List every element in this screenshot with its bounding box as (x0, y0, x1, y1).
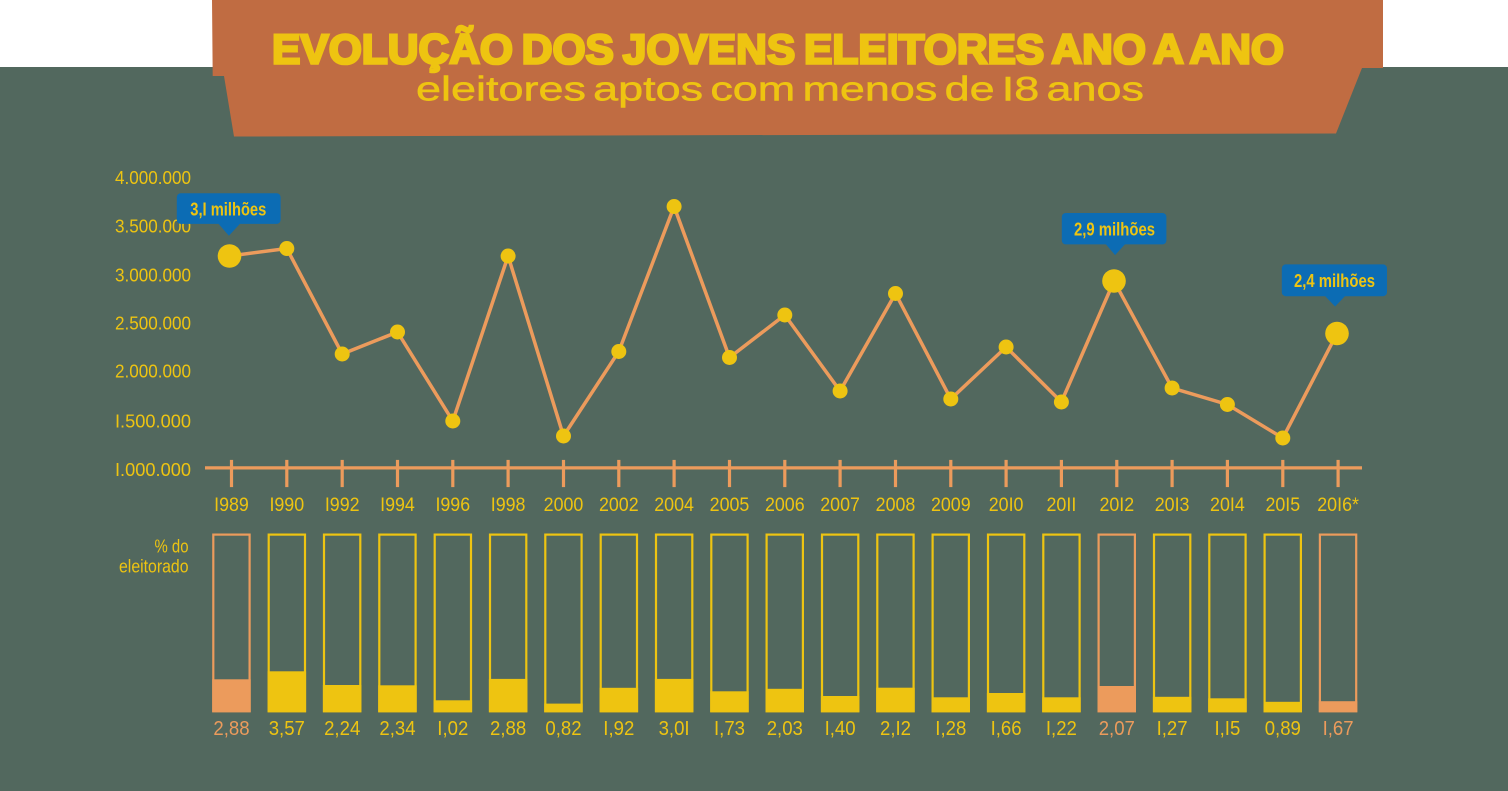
svg-text:I,28: I,28 (935, 718, 966, 740)
svg-text:I992: I992 (325, 495, 360, 516)
svg-text:I.000.000: I.000.000 (115, 460, 191, 480)
svg-text:I,92: I,92 (603, 718, 634, 740)
svg-text:20I4: 20I4 (1210, 495, 1245, 516)
svg-text:I996: I996 (435, 495, 470, 516)
svg-text:I,67: I,67 (1323, 718, 1354, 740)
svg-text:2005: 2005 (710, 495, 750, 516)
svg-text:I989: I989 (214, 495, 249, 516)
svg-text:2,34: 2,34 (379, 718, 415, 740)
svg-text:3,0I: 3,0I (659, 718, 690, 740)
svg-text:0,89: 0,89 (1265, 718, 1301, 740)
svg-text:20I6*: 20I6* (1317, 495, 1359, 516)
svg-text:I,27: I,27 (1157, 718, 1188, 740)
svg-text:2009: 2009 (931, 495, 971, 516)
svg-text:20II: 20II (1047, 495, 1077, 516)
svg-text:2,I2: 2,I2 (880, 718, 911, 740)
svg-text:2,4 milhões: 2,4 milhões (1294, 271, 1375, 291)
svg-text:20I2: 20I2 (1099, 495, 1134, 516)
svg-text:2,88: 2,88 (213, 718, 249, 740)
svg-text:I,66: I,66 (991, 718, 1022, 740)
svg-text:I.500.000: I.500.000 (115, 412, 191, 432)
svg-text:3,I milhões: 3,I milhões (190, 199, 266, 219)
svg-text:I998: I998 (491, 495, 526, 516)
svg-text:I,40: I,40 (825, 718, 856, 740)
svg-text:eleitorado: eleitorado (119, 557, 189, 577)
svg-text:2,88: 2,88 (490, 718, 526, 740)
svg-text:2,24: 2,24 (324, 718, 360, 740)
svg-text:2,07: 2,07 (1099, 718, 1135, 740)
svg-text:2,9 milhões: 2,9 milhões (1074, 219, 1155, 239)
svg-text:I,02: I,02 (437, 718, 468, 740)
svg-text:3.000.000: 3.000.000 (115, 266, 191, 286)
svg-text:2004: 2004 (654, 495, 694, 516)
svg-text:I990: I990 (269, 495, 304, 516)
svg-text:I,73: I,73 (714, 718, 745, 740)
svg-text:2002: 2002 (599, 495, 639, 516)
svg-text:20I3: 20I3 (1155, 495, 1190, 516)
svg-text:20I0: 20I0 (989, 495, 1024, 516)
svg-text:20I5: 20I5 (1265, 495, 1300, 516)
svg-text:I994: I994 (380, 495, 415, 516)
svg-text:2008: 2008 (876, 495, 916, 516)
svg-text:3.500.000: 3.500.000 (115, 217, 191, 237)
svg-text:4.000.000: 4.000.000 (115, 168, 191, 188)
svg-text:2000: 2000 (544, 495, 584, 516)
svg-text:eleitores aptos com menos de I: eleitores aptos com menos de I8 anos (416, 71, 1144, 109)
svg-text:2006: 2006 (765, 495, 805, 516)
svg-text:2.000.000: 2.000.000 (115, 362, 191, 382)
svg-text:EVOLUÇÃO DOS JOVENS ELEITORES: EVOLUÇÃO DOS JOVENS ELEITORES ANO A ANO (272, 26, 1284, 73)
svg-text:% do: % do (155, 536, 189, 556)
svg-text:0,82: 0,82 (545, 718, 581, 740)
svg-text:I,22: I,22 (1046, 718, 1077, 740)
svg-text:I,I5: I,I5 (1214, 718, 1240, 740)
svg-text:2.500.000: 2.500.000 (115, 314, 191, 334)
svg-text:3,57: 3,57 (269, 718, 305, 740)
svg-text:2007: 2007 (820, 495, 860, 516)
svg-text:2,03: 2,03 (767, 718, 803, 740)
